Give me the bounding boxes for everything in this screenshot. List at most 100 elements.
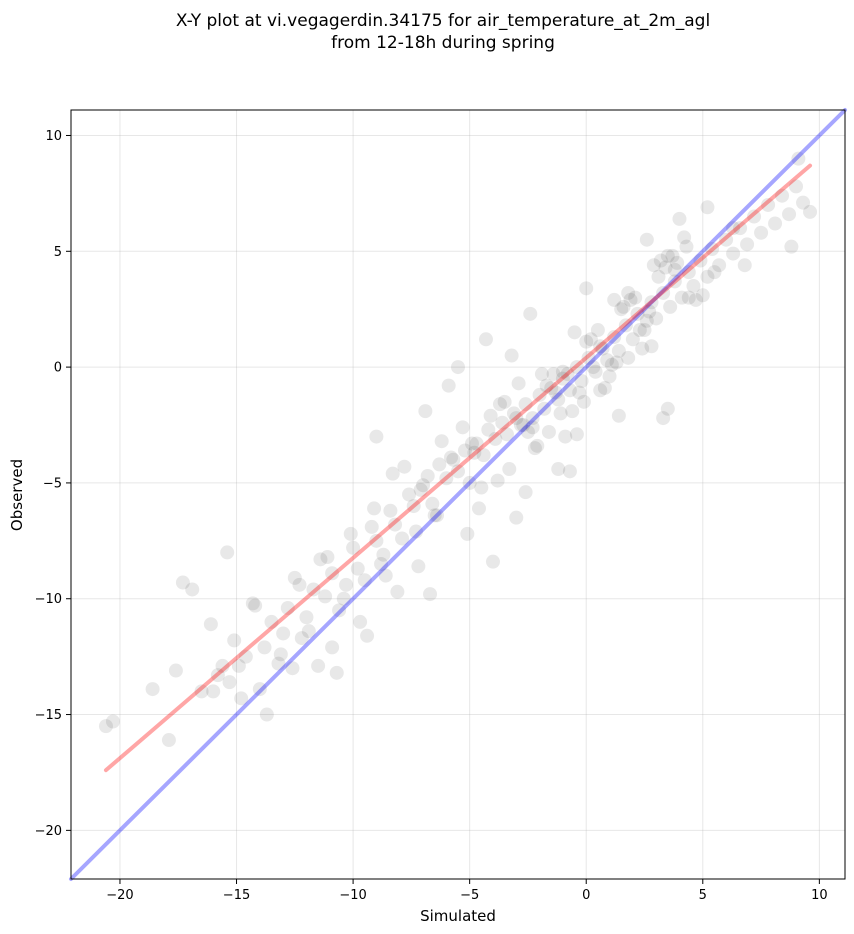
scatter-point <box>665 248 680 263</box>
scatter-point <box>784 239 799 254</box>
scatter-point <box>416 478 431 493</box>
scatter-point <box>444 450 459 465</box>
scatter-point <box>625 332 640 347</box>
scatter-point <box>576 394 591 409</box>
chart-subtitle: from 12-18h during spring <box>331 33 555 53</box>
scatter-point <box>511 376 526 391</box>
scatter-point <box>306 582 321 597</box>
scatter-point <box>667 274 682 289</box>
scatter-point <box>339 577 354 592</box>
scatter-point <box>660 248 675 263</box>
scatter-point <box>651 269 666 284</box>
y-tick-label: 5 <box>54 245 62 260</box>
y-tick-label: −5 <box>43 476 62 491</box>
scatter-point <box>621 285 636 300</box>
x-tick-label: 10 <box>811 888 828 903</box>
scatter-point <box>688 292 703 307</box>
scatter-point <box>364 519 379 534</box>
scatter-point <box>639 232 654 247</box>
scatter-point <box>492 397 507 412</box>
scatter-point <box>677 230 692 245</box>
scatter-point <box>656 411 671 426</box>
scatter-point <box>537 401 552 416</box>
scatter-point <box>227 633 242 648</box>
y-tick-label: 0 <box>54 361 62 376</box>
scatter-point <box>562 464 577 479</box>
y-tick-label: −15 <box>35 708 62 723</box>
scatter-point <box>474 480 489 495</box>
scatter-point <box>658 260 673 275</box>
x-axis-ticks: −20 −15 −10 −5 0 5 10 <box>106 879 828 903</box>
x-axis-label: Simulated <box>420 907 496 925</box>
scatter-point <box>646 258 661 273</box>
scatter-point <box>234 691 249 706</box>
scatter-point <box>558 429 573 444</box>
scatter-point <box>611 343 626 358</box>
scatter-point <box>441 378 456 393</box>
scatter-point <box>590 323 605 338</box>
scatter-point <box>618 318 633 333</box>
scatter-point <box>451 360 465 375</box>
scatter-point <box>294 631 309 646</box>
scatter-point <box>644 339 659 354</box>
scatter-point <box>782 207 797 222</box>
scatter-point <box>299 610 314 625</box>
scatter-point <box>336 591 351 606</box>
scatter-point <box>513 418 528 433</box>
scatter-point <box>271 656 286 671</box>
scatter-point <box>707 265 722 280</box>
x-tick-label: 5 <box>699 888 707 903</box>
scatter-point <box>679 239 694 254</box>
scatter-point <box>231 658 246 673</box>
scatter-point <box>616 299 631 314</box>
scatter-point <box>754 225 769 240</box>
scatter-point <box>390 584 405 599</box>
scatter-point <box>318 589 333 604</box>
scatter-point <box>551 392 566 407</box>
scatter-point <box>551 462 566 477</box>
scatter-point <box>320 550 335 565</box>
scatter-point <box>497 394 512 409</box>
scatter-point <box>740 237 755 252</box>
scatter-point <box>369 429 384 444</box>
scatter-point <box>273 647 288 662</box>
scatter-point <box>451 464 465 479</box>
scatter-point <box>602 369 617 384</box>
scatter-point <box>796 195 811 210</box>
scatter-point <box>257 640 272 655</box>
x-tick-label: −20 <box>106 888 133 903</box>
scatter-point <box>525 420 540 435</box>
scatter-point <box>532 387 547 402</box>
scatter-point <box>548 385 563 400</box>
scatter-point <box>565 404 580 419</box>
scatter-point <box>245 596 260 611</box>
scatter-point <box>346 540 361 555</box>
scatter-point <box>637 323 652 338</box>
scatter-point <box>614 302 629 317</box>
scatter-point <box>667 262 682 277</box>
scatter-point <box>733 221 748 236</box>
scatter-point <box>726 246 741 261</box>
scatter-point <box>388 517 403 532</box>
scatter-point <box>418 404 433 419</box>
scatter-point <box>579 334 594 349</box>
x-tick-label: −15 <box>223 888 250 903</box>
scatter-point <box>712 258 727 273</box>
scatter-point <box>161 733 176 748</box>
x-tick-label: −5 <box>460 888 479 903</box>
scatter-point <box>343 526 358 541</box>
regression-line <box>103 163 813 773</box>
scatter-point <box>145 682 160 697</box>
plot-frame <box>70 109 846 880</box>
scatter-point <box>544 380 559 395</box>
scatter-point <box>597 380 612 395</box>
scatter-point <box>560 367 575 382</box>
scatter-point <box>663 299 678 314</box>
scatter-point <box>611 408 626 423</box>
scatter-point <box>686 279 701 294</box>
scatter-point <box>569 427 584 442</box>
scatter-point <box>325 566 340 581</box>
scatter-point <box>761 197 776 212</box>
scatter-point <box>693 253 708 268</box>
scatter-point <box>481 422 496 437</box>
